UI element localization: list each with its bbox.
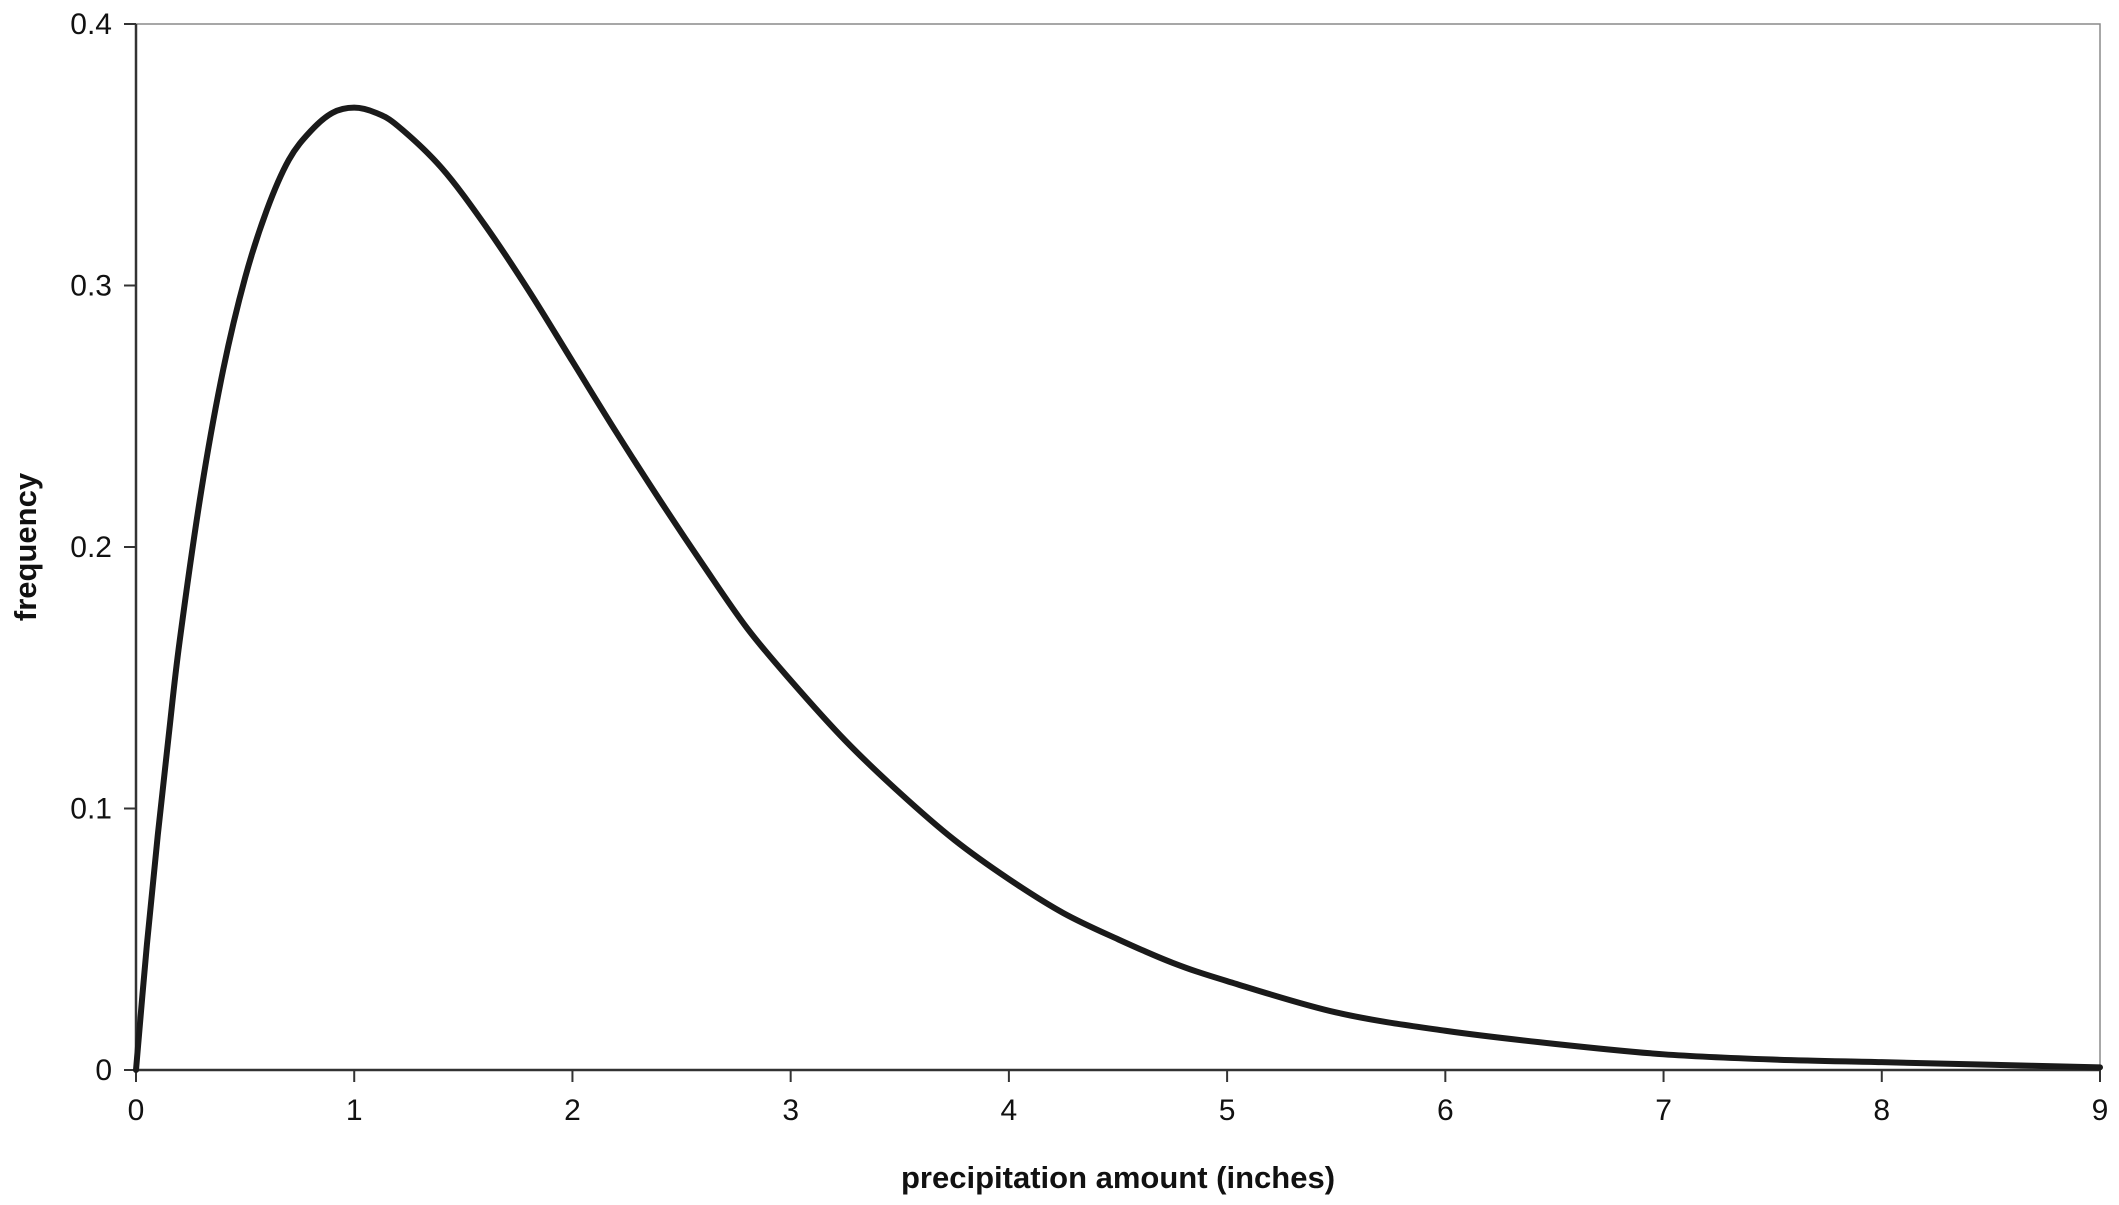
y-tick-label: 0.4 — [70, 8, 112, 41]
x-tick-label: 5 — [1219, 1094, 1236, 1127]
x-tick-label: 0 — [128, 1094, 145, 1127]
x-axis-title: precipitation amount (inches) — [901, 1160, 1335, 1195]
series-layer — [133, 104, 2103, 1073]
y-axis-title: frequency — [8, 472, 43, 621]
y-tick-label: 0.1 — [70, 793, 112, 826]
series-line — [133, 104, 2103, 1073]
x-tick-label: 8 — [1873, 1094, 1890, 1127]
x-tick-label: 7 — [1655, 1094, 1672, 1127]
x-tick-label: 3 — [782, 1094, 799, 1127]
x-tick-label: 6 — [1437, 1094, 1454, 1127]
plot-area — [135, 23, 2101, 1071]
y-axis-ticks: 0 0.1 0.2 0.3 0.4 — [70, 8, 136, 1087]
x-tick-label: 1 — [346, 1094, 363, 1127]
x-tick-label: 9 — [2092, 1094, 2109, 1127]
x-axis-ticks: 0 1 2 3 4 5 6 7 8 9 — [128, 1070, 2109, 1127]
y-tick-label: 0.3 — [70, 270, 112, 303]
x-tick-label: 4 — [1001, 1094, 1018, 1127]
y-tick-label: 0.2 — [70, 531, 112, 564]
y-tick-label: 0 — [95, 1054, 112, 1087]
x-tick-label: 2 — [564, 1094, 581, 1127]
